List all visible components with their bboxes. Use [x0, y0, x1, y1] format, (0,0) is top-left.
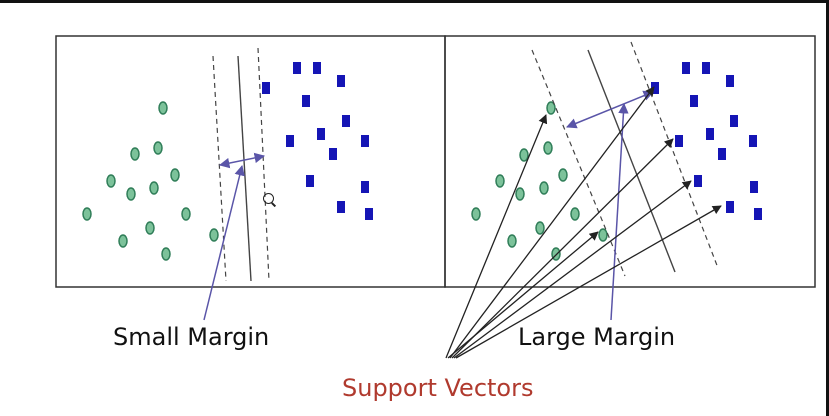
data-point-square	[682, 62, 690, 74]
data-point-circle	[126, 187, 136, 201]
data-point-square	[675, 135, 683, 147]
data-point-circle	[519, 148, 529, 162]
data-point-square	[726, 201, 734, 213]
small-margin-panel	[55, 35, 446, 288]
data-point-circle	[106, 174, 116, 188]
data-point-square	[726, 75, 734, 87]
data-point-square	[754, 208, 762, 220]
data-point-square	[302, 95, 310, 107]
data-point-square	[702, 62, 710, 74]
small-margin-arrow	[218, 152, 266, 169]
data-point-circle	[570, 207, 580, 221]
data-point-square	[694, 175, 702, 187]
zoom-cursor-icon	[263, 193, 274, 204]
right-margin-line	[531, 49, 626, 277]
right-circles	[471, 101, 608, 261]
data-point-circle	[161, 247, 171, 261]
data-point-circle	[507, 234, 517, 248]
data-point-square	[690, 95, 698, 107]
data-point-square	[293, 62, 301, 74]
data-point-square	[337, 201, 345, 213]
large-margin-panel	[444, 35, 816, 288]
data-point-square	[361, 135, 369, 147]
data-point-square	[262, 82, 270, 94]
support-vector-arrow	[445, 114, 548, 359]
data-point-circle	[118, 234, 128, 248]
data-point-circle	[543, 141, 553, 155]
data-point-square	[286, 135, 294, 147]
data-point-square	[317, 128, 325, 140]
data-point-square	[750, 181, 758, 193]
data-point-square	[329, 148, 337, 160]
window-right-edge	[826, 0, 829, 416]
data-point-circle	[471, 207, 481, 221]
data-point-circle	[170, 168, 180, 182]
large-margin-label: Large Margin	[518, 323, 676, 351]
right-margin-line	[630, 41, 719, 269]
right-squares	[651, 62, 762, 220]
data-point-circle	[130, 147, 140, 161]
data-point-square	[361, 181, 369, 193]
data-point-square	[306, 175, 314, 187]
left-margin-line	[212, 55, 227, 282]
data-point-circle	[558, 168, 568, 182]
data-point-circle	[539, 181, 549, 195]
data-point-square	[342, 115, 350, 127]
data-point-circle	[181, 207, 191, 221]
data-point-square	[365, 208, 373, 220]
data-point-circle	[495, 174, 505, 188]
data-point-square	[337, 75, 345, 87]
data-point-circle	[158, 101, 168, 115]
data-point-circle	[145, 221, 155, 235]
support-vectors-label: Support Vectors	[342, 374, 534, 402]
small-margin-pointer	[203, 164, 245, 321]
data-point-circle	[535, 221, 545, 235]
data-point-circle	[149, 181, 159, 195]
data-point-circle	[209, 228, 219, 242]
data-point-square	[718, 148, 726, 160]
large-margin-arrow	[566, 90, 654, 129]
left-margin-line	[257, 47, 270, 282]
data-point-circle	[153, 141, 163, 155]
large-margin-pointer	[610, 102, 629, 321]
support-vector-arrows	[445, 86, 722, 359]
left-squares	[262, 62, 373, 220]
support-vector-arrow	[453, 180, 692, 359]
support-vector-arrow	[455, 205, 722, 359]
support-vector-arrow	[451, 138, 674, 359]
support-vector-arrow	[449, 86, 655, 359]
data-point-square	[313, 62, 321, 74]
window-top-edge	[0, 0, 829, 3]
data-point-circle	[82, 207, 92, 221]
left-circles	[82, 101, 219, 261]
data-point-square	[651, 82, 659, 94]
data-point-circle	[546, 101, 556, 115]
data-point-circle	[515, 187, 525, 201]
data-point-square	[706, 128, 714, 140]
data-point-square	[730, 115, 738, 127]
left-decision-boundary	[237, 55, 252, 282]
small-margin-label: Small Margin	[113, 323, 270, 351]
data-point-circle	[598, 228, 608, 242]
data-point-square	[749, 135, 757, 147]
right-decision-boundary	[587, 49, 676, 273]
